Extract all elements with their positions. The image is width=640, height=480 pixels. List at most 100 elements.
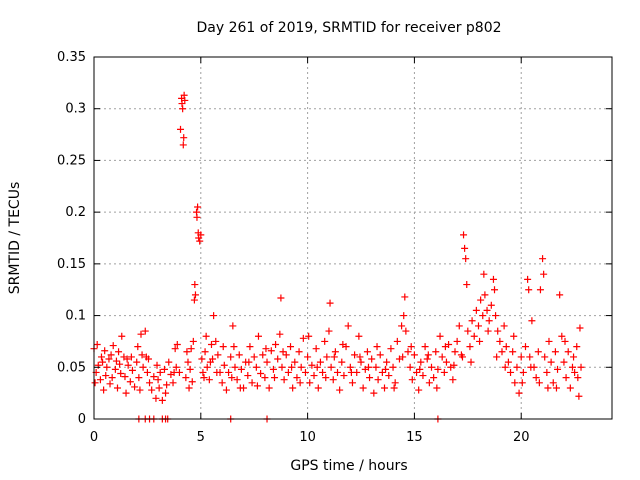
- data-point: [306, 379, 314, 387]
- data-point: [434, 365, 442, 373]
- data-point: [253, 382, 261, 390]
- data-point: [496, 337, 504, 345]
- data-point: [561, 337, 569, 345]
- data-point: [541, 353, 549, 361]
- data-point: [103, 363, 111, 371]
- data-point: [105, 355, 113, 363]
- data-point: [117, 369, 125, 377]
- data-point: [299, 334, 307, 342]
- data-point: [179, 105, 187, 113]
- data-point: [278, 363, 286, 371]
- data-point: [150, 373, 158, 381]
- data-point: [344, 322, 352, 330]
- data-point: [190, 296, 198, 304]
- data-point: [206, 358, 214, 366]
- data-point: [230, 343, 238, 351]
- data-point: [501, 363, 509, 371]
- data-point: [310, 372, 318, 380]
- data-point: [562, 374, 570, 382]
- data-point: [235, 351, 243, 359]
- data-point: [99, 358, 107, 366]
- data-point: [556, 291, 564, 299]
- data-point: [549, 379, 557, 387]
- data-point: [296, 379, 304, 387]
- data-point: [228, 374, 236, 382]
- data-point: [370, 389, 378, 397]
- data-point: [272, 341, 280, 349]
- data-point: [201, 348, 209, 356]
- data-point: [160, 365, 168, 373]
- data-point: [453, 337, 461, 345]
- data-point: [528, 317, 536, 325]
- x-tick-label: 10: [299, 430, 316, 445]
- data-point: [518, 379, 526, 387]
- data-point: [250, 353, 258, 361]
- data-point: [123, 355, 131, 363]
- data-point: [180, 134, 188, 142]
- chart-title: Day 261 of 2019, SRMTID for receiver p80…: [196, 20, 501, 36]
- data-point: [252, 363, 260, 371]
- data-point: [536, 286, 544, 294]
- data-point: [188, 378, 196, 386]
- data-point: [372, 363, 380, 371]
- data-point: [297, 363, 305, 371]
- data-point: [193, 213, 201, 221]
- x-tick-label: 20: [513, 430, 530, 445]
- data-point: [205, 376, 213, 384]
- data-point: [513, 363, 521, 371]
- data-point: [373, 343, 381, 351]
- data-point: [393, 337, 401, 345]
- data-point: [576, 324, 584, 332]
- data-point: [476, 337, 484, 345]
- data-point: [346, 363, 354, 371]
- data-point: [141, 327, 149, 335]
- data-point: [455, 322, 463, 330]
- data-point: [173, 341, 181, 349]
- data-point: [202, 332, 210, 340]
- data-point: [148, 386, 156, 394]
- data-point: [450, 361, 458, 369]
- data-point: [464, 327, 472, 335]
- data-point: [468, 317, 476, 325]
- data-point: [222, 386, 230, 394]
- data-point: [494, 327, 502, 335]
- data-point: [552, 384, 560, 392]
- data-point: [194, 203, 202, 211]
- data-point: [387, 345, 395, 353]
- data-point: [544, 384, 552, 392]
- data-point: [402, 327, 410, 335]
- data-point: [527, 363, 535, 371]
- data-point: [133, 358, 141, 366]
- data-point: [461, 244, 469, 252]
- data-point: [351, 351, 359, 359]
- data-point: [451, 348, 459, 356]
- data-point: [329, 376, 337, 384]
- data-point: [382, 365, 390, 373]
- data-point: [526, 353, 534, 361]
- data-point: [106, 380, 114, 388]
- y-tick-label: 0: [78, 412, 86, 427]
- data-point: [126, 378, 134, 386]
- data-point: [410, 351, 418, 359]
- data-point: [169, 379, 177, 387]
- data-point: [577, 363, 585, 371]
- data-point: [336, 386, 344, 394]
- data-point: [385, 372, 393, 380]
- data-point: [97, 353, 105, 361]
- data-point: [127, 353, 135, 361]
- data-point: [432, 348, 440, 356]
- data-point: [449, 376, 457, 384]
- data-point: [152, 394, 160, 402]
- data-point: [122, 389, 130, 397]
- data-point: [383, 358, 391, 366]
- data-point: [182, 374, 190, 382]
- data-point: [458, 353, 466, 361]
- data-point: [276, 330, 284, 338]
- data-point: [138, 351, 146, 359]
- data-point: [191, 281, 199, 289]
- data-point: [415, 386, 423, 394]
- data-point: [143, 368, 151, 376]
- data-point: [502, 343, 510, 351]
- data-point: [108, 374, 116, 382]
- data-point: [295, 348, 303, 356]
